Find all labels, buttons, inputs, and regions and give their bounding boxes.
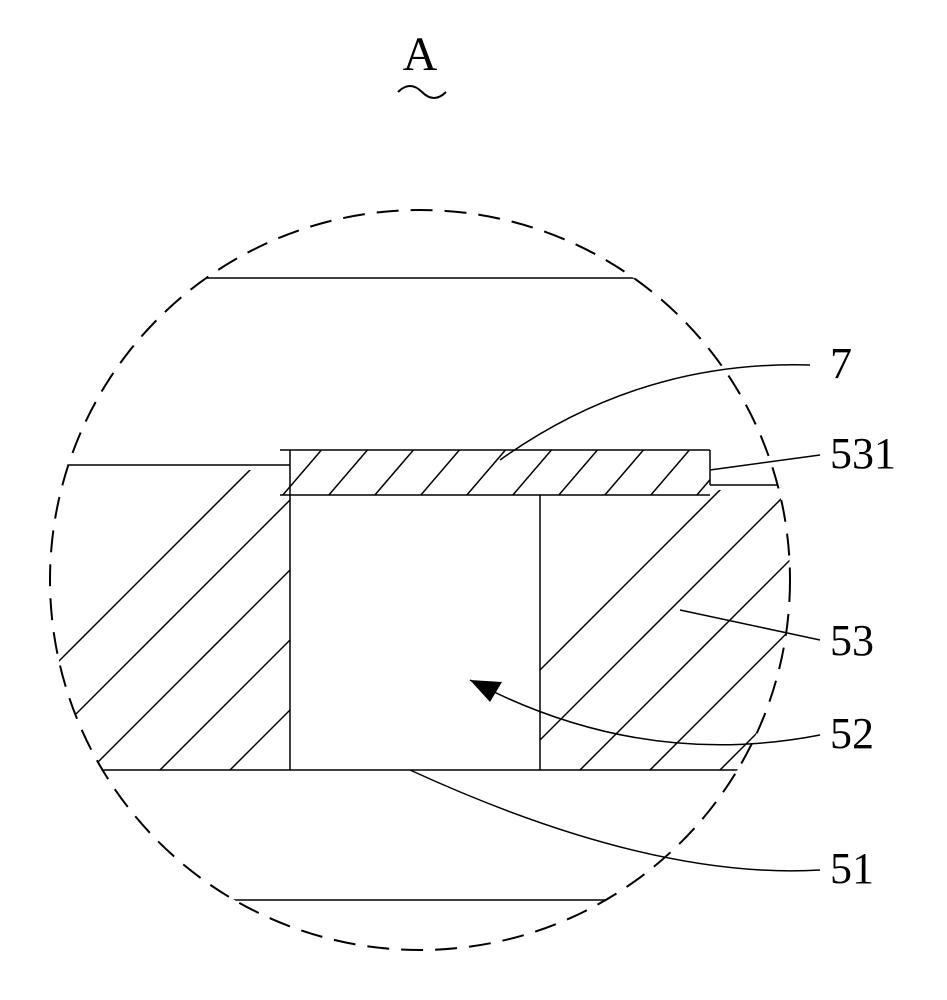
- detail-circle: [50, 210, 790, 950]
- leader-53: [680, 610, 820, 640]
- label-531: 531: [830, 429, 896, 478]
- hatch-left: [0, 450, 550, 810]
- detail-content: [0, 278, 947, 900]
- patent-figure: A 7 531 53 52 51: [0, 0, 947, 1000]
- title-tilde: [398, 86, 446, 98]
- title-letter: A: [403, 28, 438, 81]
- label-52: 52: [830, 709, 874, 758]
- leader-7: [500, 365, 810, 460]
- leader-531: [710, 455, 820, 470]
- label-51: 51: [830, 844, 874, 893]
- label-53: 53: [830, 616, 874, 665]
- leader-52: [470, 680, 820, 745]
- label-7: 7: [830, 339, 852, 388]
- leader-51: [410, 770, 820, 871]
- arrowhead-52: [470, 680, 502, 702]
